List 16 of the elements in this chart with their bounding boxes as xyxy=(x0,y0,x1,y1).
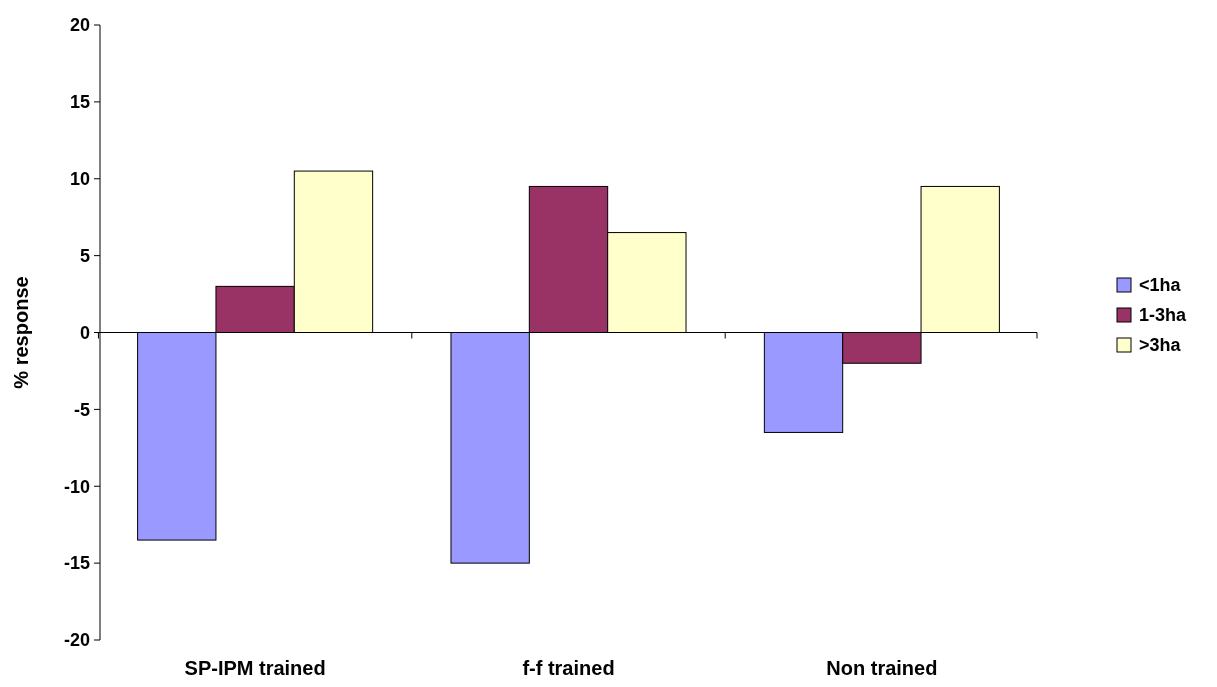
y-tick-label: -10 xyxy=(63,476,90,497)
y-tick-label: -20 xyxy=(63,630,90,651)
legend-label: 1-3ha xyxy=(1139,305,1188,326)
y-tick-label: 10 xyxy=(69,169,90,190)
y-tick-label: 0 xyxy=(79,322,90,343)
y-tick-label: 20 xyxy=(69,15,90,36)
y-tick-label: -5 xyxy=(73,399,90,420)
y-axis-title: % response xyxy=(10,276,32,389)
y-tick-label: 15 xyxy=(69,92,90,113)
y-tick-label: 5 xyxy=(79,245,90,266)
x-tick-label: f-f trained xyxy=(522,657,615,679)
legend-label: <1ha xyxy=(1139,275,1182,296)
y-tick-label: -15 xyxy=(63,553,90,574)
x-tick-label: Non trained xyxy=(826,657,938,679)
legend-label: >3ha xyxy=(1139,335,1182,356)
x-tick-label: SP-IPM trained xyxy=(184,657,326,679)
